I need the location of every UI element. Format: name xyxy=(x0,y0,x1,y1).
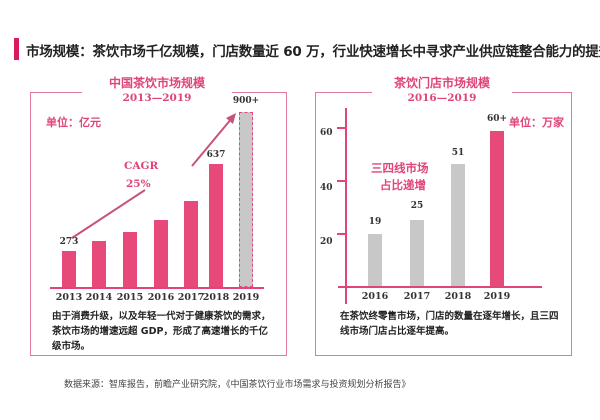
x-label: 2013 xyxy=(55,292,83,303)
left-panel-subtitle: 2013—2019 xyxy=(122,92,192,104)
bar-2019-projected xyxy=(239,112,253,287)
bar-2015 xyxy=(123,232,137,287)
annotation-line2: 占比递增 xyxy=(380,178,426,192)
x-label: 2017 xyxy=(177,292,205,303)
left-x-axis xyxy=(50,287,264,289)
store-bar-2016 xyxy=(368,234,382,286)
store-value-label: 25 xyxy=(410,201,424,211)
data-source-footer: 数据来源：智库报告，前瞻产业研究院，《中国茶饮行业市场需求与投资规划分析报告》 xyxy=(64,380,411,390)
bar-2018 xyxy=(209,164,223,287)
cagr-label: CAGR xyxy=(124,160,159,172)
y-tick-label: 20 xyxy=(320,237,333,247)
page-title: 市场规模：茶饮市场千亿规模，门店数量近 60 万，行业快速增长中寻求产业供应链整… xyxy=(26,44,600,60)
store-value-label: 51 xyxy=(451,148,465,158)
x-label: 2014 xyxy=(85,292,113,303)
store-bar-2019 xyxy=(490,131,504,286)
x-label: 2018 xyxy=(202,292,230,303)
store-value-label: 60+ xyxy=(486,114,508,124)
right-panel-box xyxy=(315,92,572,356)
x-label: 2017 xyxy=(403,291,431,302)
bar-2016 xyxy=(154,220,168,287)
store-bar-2018 xyxy=(451,164,465,286)
cagr-value: 25% xyxy=(126,178,151,190)
right-unit-label: 单位：万家 xyxy=(509,116,564,129)
title-accent-bar xyxy=(14,38,19,60)
cagr-arrow-icon xyxy=(71,113,236,239)
right-x-axis xyxy=(338,286,542,288)
y-tick-60 xyxy=(337,127,346,129)
store-bar-2017 xyxy=(410,220,424,286)
y-tick-label: 40 xyxy=(320,183,333,193)
x-label: 2015 xyxy=(116,292,144,303)
annotation-line1: 三四线市场 xyxy=(371,161,429,175)
right-panel-title-gap xyxy=(372,88,512,94)
right-panel-title: 茶饮门店市场规模 xyxy=(393,76,490,90)
right-panel-subtitle: 2016—2019 xyxy=(407,92,477,104)
left-unit-label: 单位：亿元 xyxy=(46,116,101,129)
y-tick-40 xyxy=(337,180,346,182)
value-label-2018: 637 xyxy=(206,150,226,160)
x-label: 2019 xyxy=(483,291,511,302)
left-panel-title-gap xyxy=(82,88,232,94)
x-label: 2018 xyxy=(444,291,472,302)
bar-2017 xyxy=(184,201,198,287)
x-label: 2019 xyxy=(232,292,260,303)
left-panel-title: 中国茶饮市场规模 xyxy=(108,76,205,90)
right-y-axis xyxy=(345,108,347,304)
value-label-2013: 273 xyxy=(59,237,79,247)
value-label-2019: 900+ xyxy=(232,96,260,106)
bar-2014 xyxy=(92,241,106,287)
right-panel-description: 在茶饮终零售市场，门店的数量在逐年增长，且三四线市场门店占比逐年提高。 xyxy=(340,311,559,337)
left-panel-description: 由于消费升级，以及年轻一代对于健康茶饮的需求，茶饮市场的增速远超 GDP，形成了… xyxy=(52,311,271,352)
x-label: 2016 xyxy=(361,291,389,302)
bar-2013 xyxy=(62,251,76,287)
y-tick-label: 60 xyxy=(320,128,333,138)
x-label: 2016 xyxy=(147,292,175,303)
store-value-label: 19 xyxy=(368,217,382,227)
y-tick-20 xyxy=(337,233,346,235)
